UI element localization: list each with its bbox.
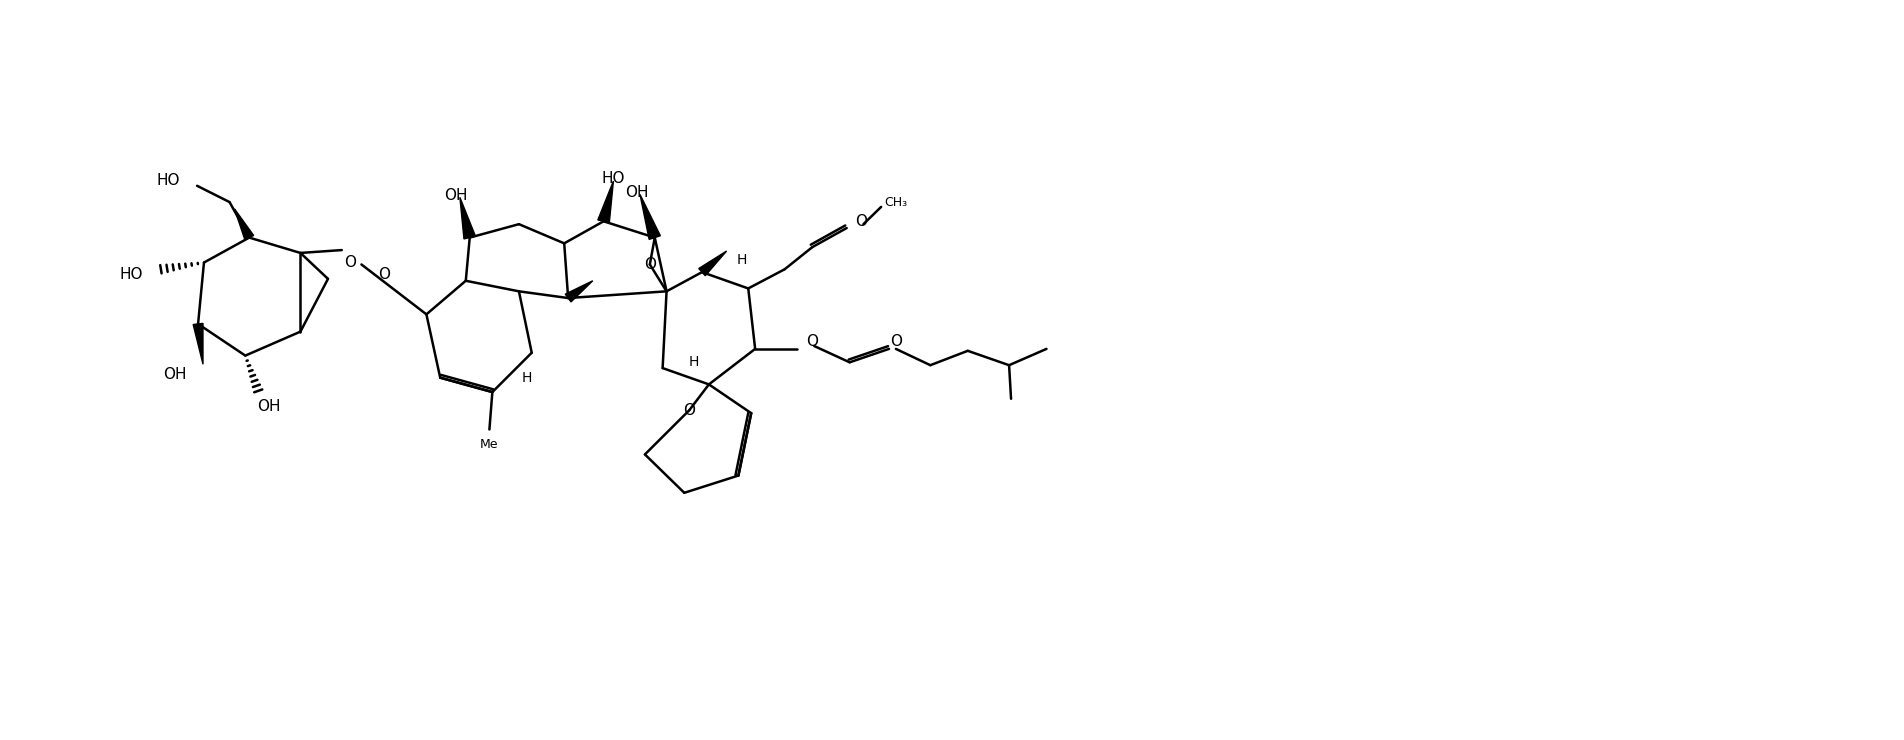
Polygon shape bbox=[234, 209, 253, 240]
Text: OH: OH bbox=[257, 399, 280, 414]
Polygon shape bbox=[461, 198, 476, 239]
Text: O: O bbox=[644, 257, 655, 272]
Text: O: O bbox=[684, 403, 695, 418]
Polygon shape bbox=[640, 195, 661, 240]
Text: HO: HO bbox=[156, 172, 181, 187]
Text: OH: OH bbox=[625, 185, 649, 200]
Polygon shape bbox=[598, 181, 613, 223]
Text: OH: OH bbox=[162, 367, 187, 383]
Text: O: O bbox=[889, 334, 902, 349]
Text: O: O bbox=[855, 214, 868, 229]
Text: H: H bbox=[737, 252, 746, 266]
Text: Me: Me bbox=[480, 438, 499, 451]
Text: O: O bbox=[379, 266, 390, 281]
Text: O: O bbox=[343, 255, 356, 270]
Text: H: H bbox=[522, 371, 531, 385]
Text: O: O bbox=[805, 334, 819, 349]
Text: HO: HO bbox=[120, 266, 143, 281]
Text: HO: HO bbox=[602, 171, 625, 186]
Text: CH₃: CH₃ bbox=[883, 195, 908, 209]
Text: OH: OH bbox=[444, 188, 468, 203]
Polygon shape bbox=[699, 251, 727, 276]
Text: H: H bbox=[689, 355, 699, 369]
Polygon shape bbox=[565, 280, 592, 302]
Polygon shape bbox=[192, 323, 204, 364]
